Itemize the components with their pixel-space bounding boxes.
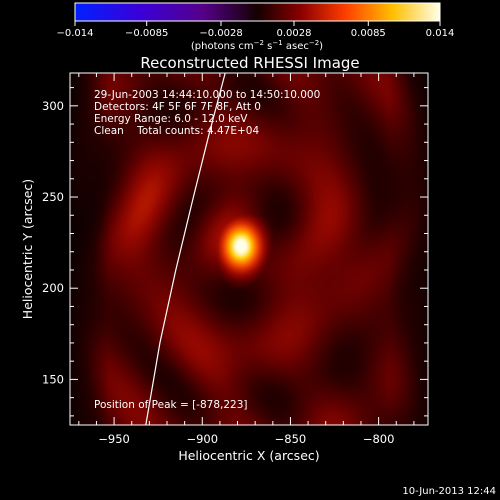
colorbar-ticks: −0.014 −0.0085 −0.0028 0.0028 0.0085 0.014 — [56, 21, 454, 39]
y-axis-label: Heliocentric Y (arcsec) — [20, 179, 35, 319]
footer-date: 10-Jun-2013 12:44 — [402, 486, 496, 497]
heatmap-image — [70, 73, 428, 425]
info-energy-range: Energy Range: 6.0 - 12.0 keV — [94, 113, 248, 125]
heatmap-raster — [70, 73, 428, 425]
y-tick-label: 150 — [42, 372, 64, 386]
chart-title: Reconstructed RHESSI Image — [140, 54, 359, 72]
info-counts: Clean Total counts: 4.47E+04 — [94, 125, 259, 137]
colorbar-tick-label: 0.014 — [426, 28, 455, 39]
x-tick-label: −950 — [98, 432, 130, 446]
x-axis-label: Heliocentric X (arcsec) — [178, 448, 319, 463]
plot-border — [69, 72, 429, 426]
solar-limb — [145, 73, 226, 425]
plot-frame: −950 −900 −850 −800 150 200 250 300 — [42, 72, 429, 446]
y-axis-ticks: 150 200 250 300 — [42, 87, 428, 417]
colorbar: −0.014 −0.0085 −0.0028 0.0028 0.0085 0.014 (p… — [56, 2, 454, 52]
colorbar-tick-label: −0.0028 — [199, 28, 242, 39]
x-tick-label: −800 — [363, 432, 395, 446]
peak-position-label: Position of Peak = [-878,223] — [94, 399, 248, 411]
info-time-range: 29-Jun-2003 14:44:10.000 to 14:50:10.000 — [94, 89, 320, 101]
colorbar-units: (photons cm−2 s−1 asec−2) — [191, 39, 323, 52]
colorbar-tick-label: 0.0028 — [277, 28, 312, 39]
x-axis-ticks: −950 −900 −850 −800 — [78, 73, 415, 446]
info-detectors: Detectors: 4F 5F 6F 7F 8F, Att 0 — [94, 101, 261, 113]
y-tick-label: 250 — [42, 190, 64, 204]
colorbar-scale — [74, 2, 441, 22]
colorbar-tick-label: 0.0085 — [351, 28, 386, 39]
colorbar-tick-label: −0.014 — [56, 28, 93, 39]
observation-info: 29-Jun-2003 14:44:10.000 to 14:50:10.000… — [94, 89, 320, 137]
y-tick-label: 300 — [42, 99, 64, 113]
x-tick-label: −900 — [186, 432, 218, 446]
x-tick-label: −850 — [275, 432, 307, 446]
colorbar-tick-label: −0.0085 — [125, 28, 168, 39]
y-tick-label: 200 — [42, 281, 64, 295]
